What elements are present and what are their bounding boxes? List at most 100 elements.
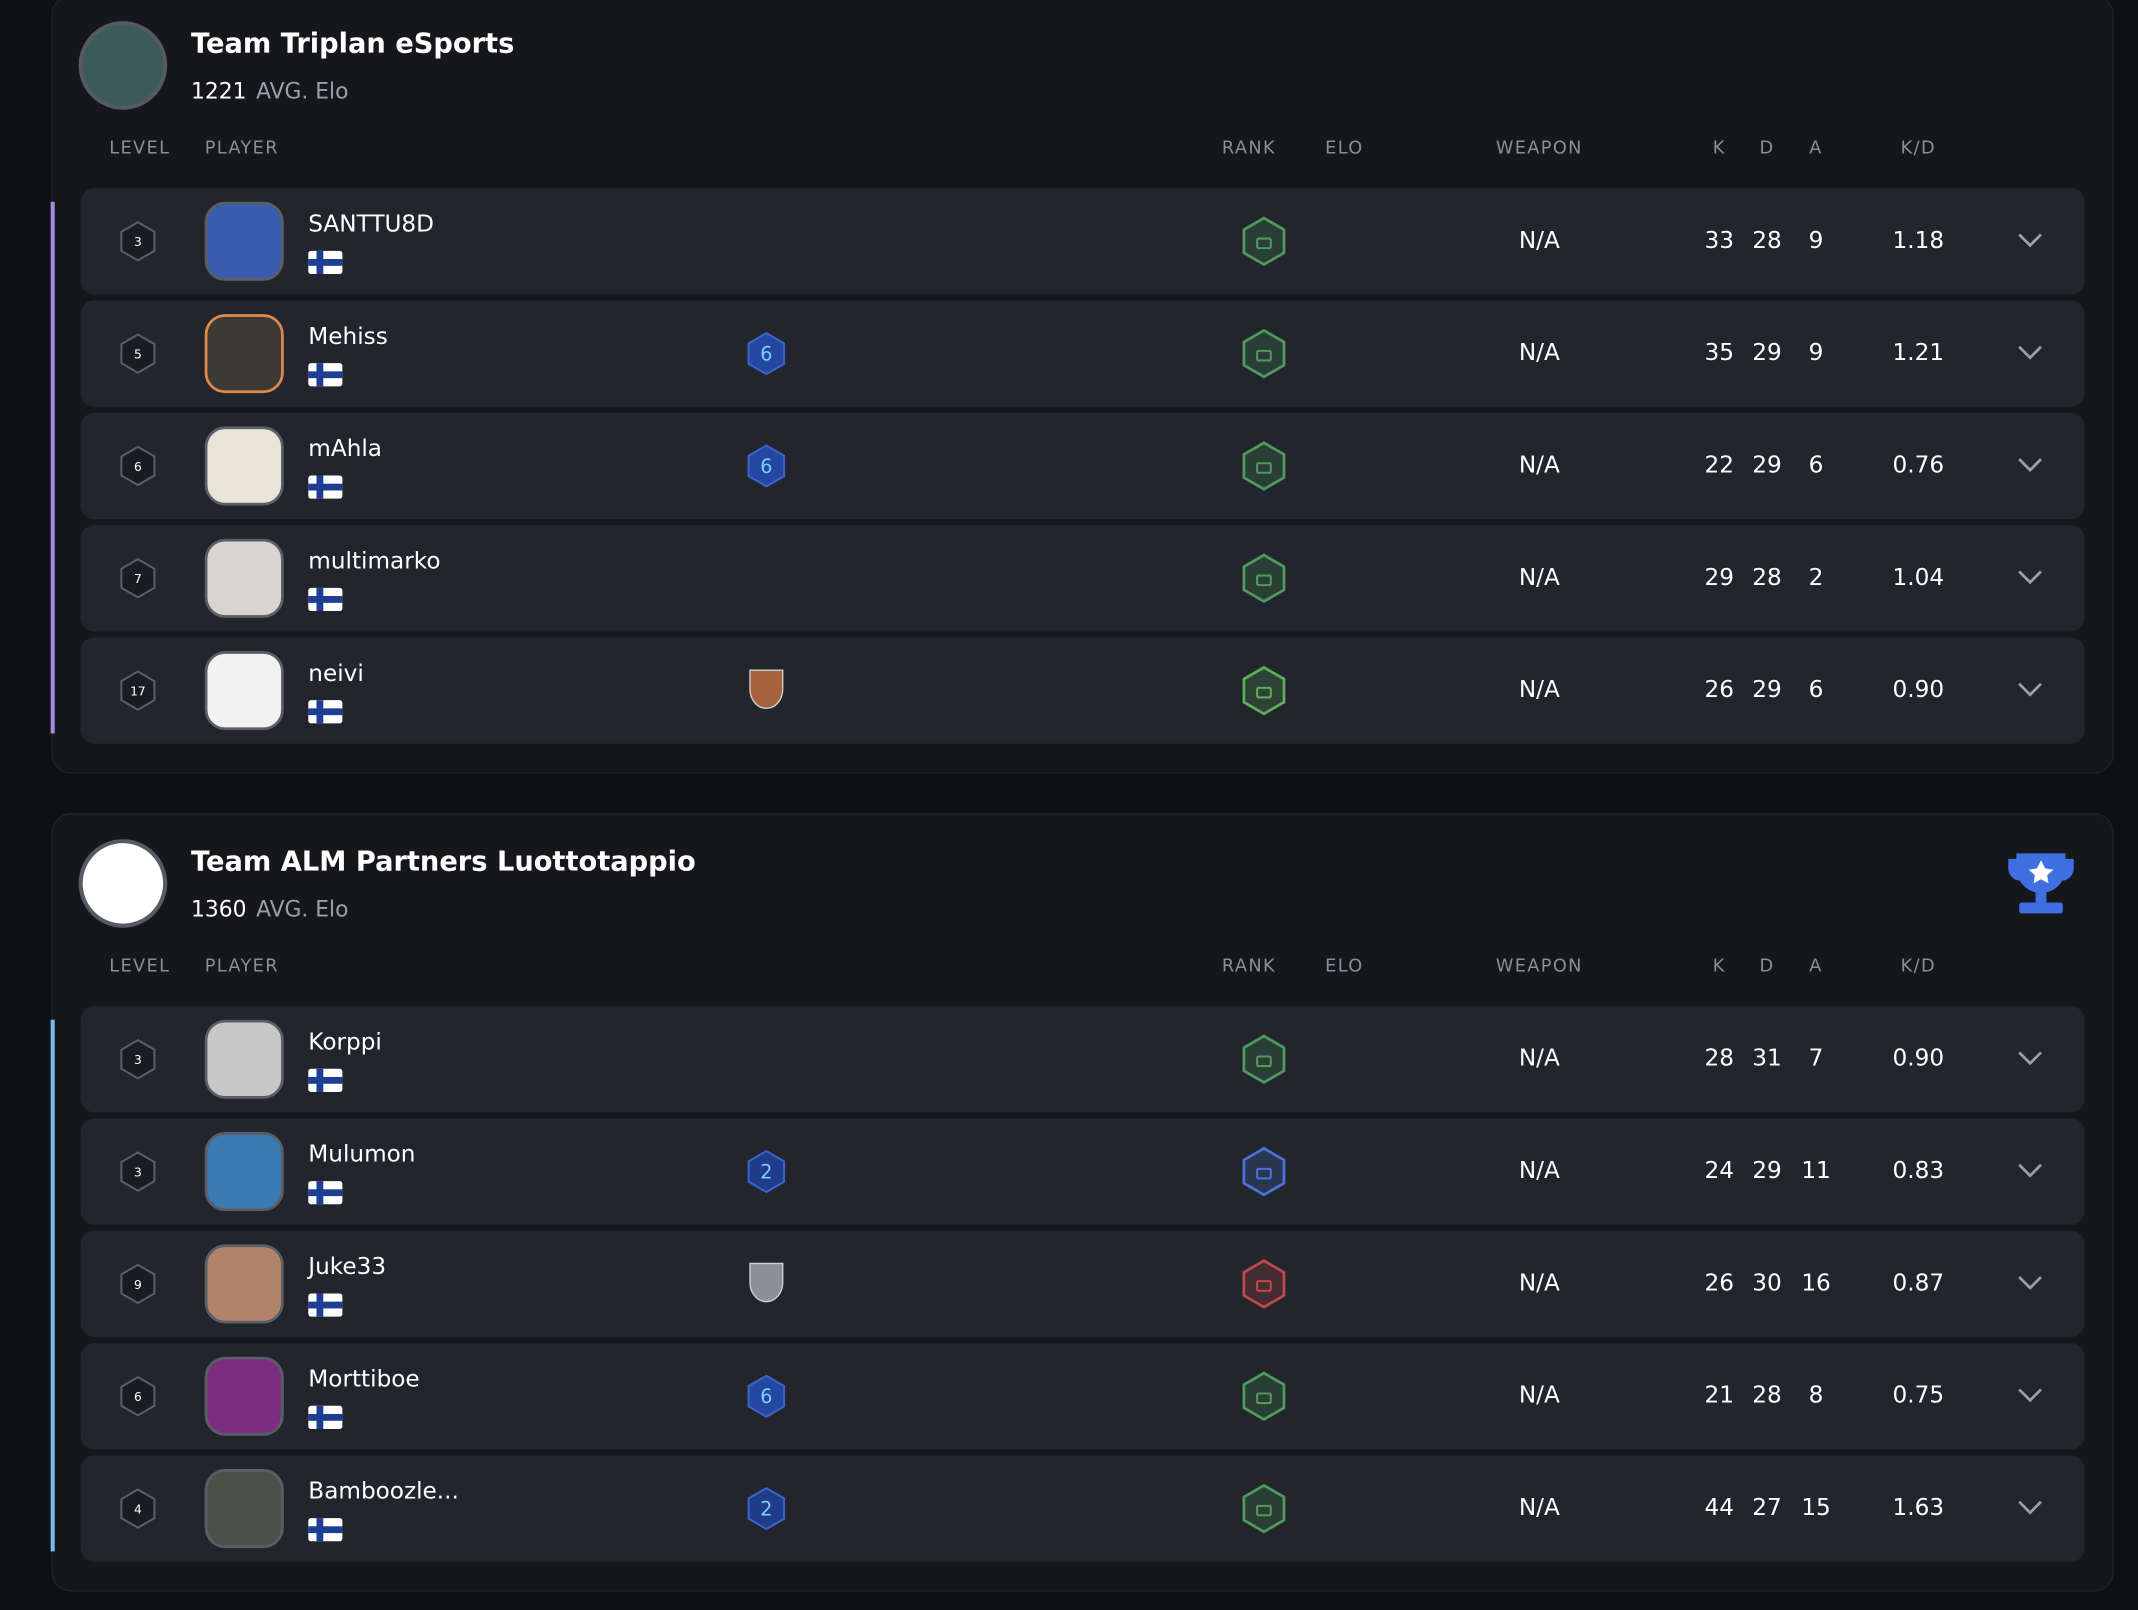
kd-ratio: 0.76 [1893,451,1945,478]
assists: 9 [1809,227,1824,254]
flag-cross-h [308,1526,343,1534]
player-row[interactable]: 5 Mehiss 6 N/A 35 29 9 1.21 [80,300,2085,407]
player-name: mAhla [308,435,382,462]
assists: 7 [1809,1045,1824,1072]
player-row[interactable]: 6 mAhla 6 N/A 22 29 6 0.76 [80,412,2085,520]
trophy-icon [2008,853,2074,914]
avatar [204,1132,284,1212]
team-logo [78,839,168,928]
column-header: RANK [1222,139,1276,159]
assists: 9 [1809,339,1824,366]
trophy-stem [2035,888,2047,903]
weapon: N/A [1519,1382,1560,1409]
row-bg [80,300,2085,407]
player-row[interactable]: 3 SANTTU8D N/A 33 28 9 1.18 [80,188,2085,295]
weapon: N/A [1519,1157,1560,1184]
deaths: 29 [1752,339,1781,366]
player-row[interactable]: 7 multimarko N/A 29 28 2 1.04 [80,525,2085,632]
player-name: Juke33 [306,1253,386,1280]
avatar [204,1244,284,1324]
rank-icon [1242,328,1286,379]
assists: 15 [1801,1494,1830,1521]
rank-lock [1256,237,1272,250]
row-bg [80,1006,2085,1113]
row-bg [80,1343,2085,1450]
player-name: SANTTU8D [308,210,434,237]
badge [747,1374,786,1418]
weapon: N/A [1519,1045,1560,1072]
assists: 6 [1809,451,1824,478]
team-elo: 1360 AVG. Elo [191,898,348,923]
flag-cross-h [308,1189,343,1197]
level: 3 [134,235,142,249]
kills: 35 [1705,339,1734,366]
team-elo: 1221 AVG. Elo [191,80,348,105]
player-row[interactable]: 4 Bamboozle... 2 N/A 44 27 15 1.63 [80,1455,2085,1562]
column-header: K/D [1901,139,1936,159]
player-row[interactable]: 9 Juke33 N/A 26 30 16 0.87 [80,1230,2085,1338]
expand-chevron[interactable] [2018,458,2042,472]
rank-lock [1256,1055,1272,1068]
expand-chevron[interactable] [2018,233,2042,248]
level: 4 [134,1502,142,1516]
expand-chevron[interactable] [2018,1500,2042,1515]
kd-ratio: 0.83 [1893,1157,1945,1184]
rank-icon [1242,441,1286,491]
column-header: K/D [1901,957,1936,977]
row-bg [80,637,2085,744]
column-header: D [1759,139,1774,159]
expand-chevron[interactable] [2018,1276,2042,1290]
expand-chevron[interactable] [2018,345,2042,360]
column-header: ELO [1325,957,1363,977]
column-header: D [1759,957,1774,977]
deaths: 28 [1752,227,1781,254]
team-accent [50,201,55,734]
weapon: N/A [1519,1269,1560,1296]
kills: 33 [1705,227,1734,254]
badge-label: 6 [760,343,772,365]
rank-lock [1256,574,1272,587]
column-header: RANK [1222,957,1276,977]
deaths: 30 [1752,1269,1781,1296]
rank-lock [1256,1280,1272,1292]
team-panel: Team Triplan eSports 1221 AVG. Elo LEVEL PLA… [50,0,2114,774]
rank-icon [1242,665,1286,716]
player-row[interactable]: 3 Korppi N/A 28 31 7 0.90 [80,1006,2085,1113]
expand-chevron[interactable] [2018,1388,2042,1403]
player-name: Mehiss [308,323,387,350]
level-hexagon [120,445,156,487]
expand-chevron[interactable] [2018,1163,2042,1178]
level: 5 [134,347,142,361]
expand-chevron[interactable] [2018,682,2042,697]
rank-icon [1242,1259,1286,1309]
rank-icon [1242,1371,1286,1421]
rank-lock [1256,349,1272,362]
assists: 11 [1801,1157,1830,1184]
flag-cross-h [308,1301,343,1309]
avatar [204,1356,284,1436]
assists: 6 [1809,676,1824,703]
weapon: N/A [1519,339,1560,366]
badge-label: 2 [760,1498,772,1520]
expand-chevron[interactable] [2018,1051,2042,1066]
level-hexagon [120,1038,156,1080]
kills: 24 [1705,1157,1734,1184]
player-row[interactable]: 3 Mulumon 2 N/A 24 29 11 0.83 [80,1118,2085,1225]
weapon: N/A [1519,451,1560,478]
level: 6 [134,460,142,474]
weapon: N/A [1519,564,1560,591]
team-name: Team Triplan eSports [191,28,514,59]
player-name: Mulumon [308,1141,415,1168]
row-bg [80,525,2085,632]
player-row[interactable]: 17 neivi N/A 26 29 6 0.90 [80,637,2085,744]
row-bg [80,1230,2085,1338]
kd-ratio: 0.87 [1893,1269,1945,1296]
weapon: N/A [1519,1494,1560,1521]
expand-chevron[interactable] [2018,570,2042,585]
badge-shield [749,669,784,709]
rank-lock [1256,1392,1272,1405]
kills: 26 [1705,1269,1734,1296]
player-row[interactable]: 6 Morttiboe 6 N/A 21 28 8 0.75 [80,1343,2085,1450]
